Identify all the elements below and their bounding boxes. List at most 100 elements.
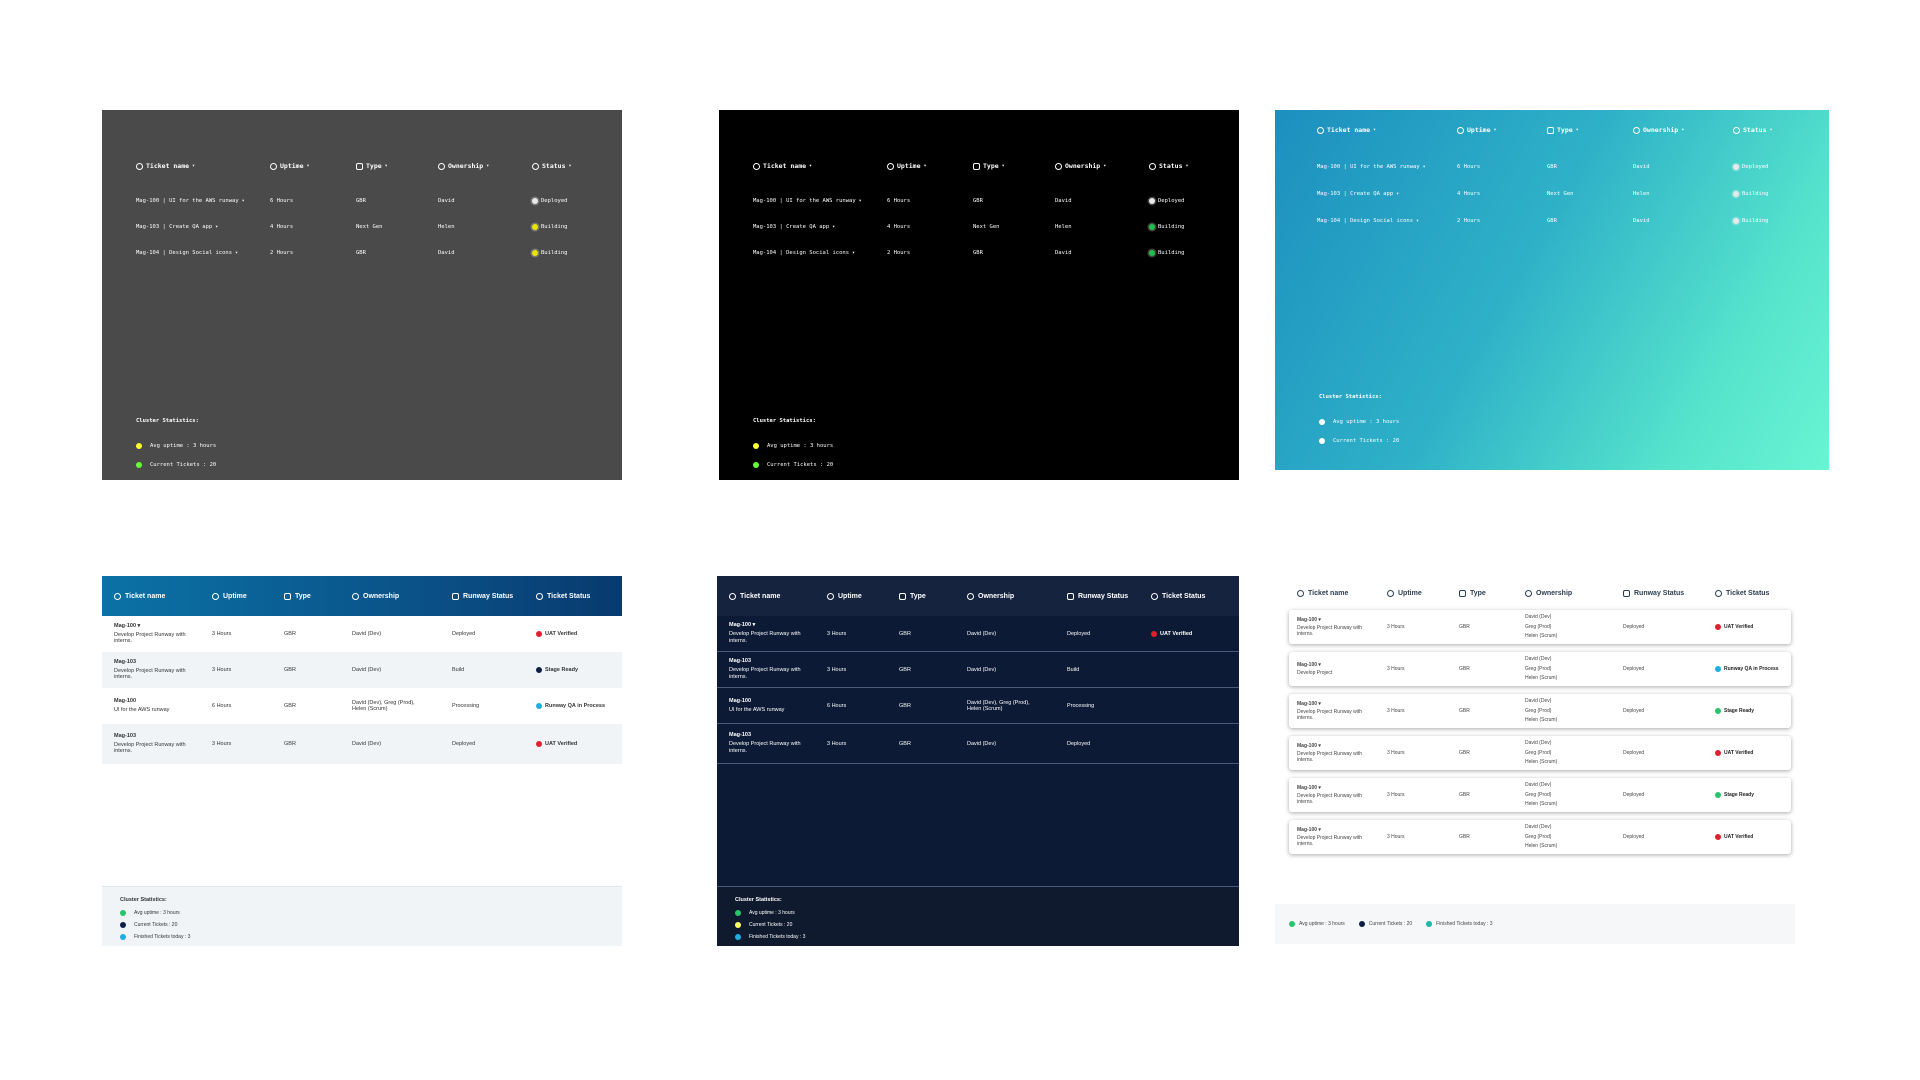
chevron-down-icon[interactable]: ▾ [241,198,245,204]
header-status[interactable]: Status ▾ [532,162,572,170]
table-row[interactable]: Mag-100 | UI for the AWS runway ▾ 6 Hours… [1275,164,1829,178]
table-row[interactable]: Mag-100 | UI for the AWS runway ▾ 6 Hours… [719,198,1239,212]
chevron-down-icon[interactable]: ▾ [235,250,239,256]
header-ticket-name[interactable]: Ticket name [114,576,165,616]
ticket-name-cell[interactable]: Mag-100 ▾ Develop Project Runway with int… [1297,616,1363,638]
chevron-down-icon[interactable]: ▾ [215,224,219,230]
header-ownership[interactable]: Ownership [352,576,399,616]
header-runway-status[interactable]: Runway Status [1067,576,1128,616]
header-status[interactable]: Status ▾ [1149,162,1189,170]
owner-cell: David (Dev) Greg (Prod) Helen (Scrum) [1525,656,1558,682]
type-cell: GBR [1459,834,1470,840]
ticket-name-cell[interactable]: Mag-100 | UI for the AWS runway ▾ [1317,164,1426,170]
ticket-card[interactable]: Mag-100 ▾ Develop Project Runway with int… [1289,778,1791,812]
table-row[interactable]: Mag-103 | Create QA app ▾ 4 Hours Next Ge… [1275,191,1829,205]
header-type[interactable]: Type ▾ [356,162,388,170]
ticket-card[interactable]: Mag-100 ▾ Develop Project 3 Hours GBR Dav… [1289,652,1791,686]
ticket-card[interactable]: Mag-100 ▾ Develop Project Runway with int… [1289,736,1791,770]
header-ownership[interactable]: Ownership [967,576,1014,616]
header-uptime[interactable]: Uptime ▾ [1457,126,1497,134]
chevron-down-icon[interactable]: ▾ [1318,700,1321,707]
chevron-down-icon[interactable]: ▾ [832,224,836,230]
table-row[interactable]: Mag-103 | Create QA app ▾ 4 Hours Next Ge… [719,224,1239,238]
chevron-down-icon[interactable]: ▾ [1422,164,1426,170]
chevron-down-icon[interactable]: ▾ [752,622,756,629]
header-ownership[interactable]: Ownership [1525,576,1572,610]
header-ticket-name[interactable]: Ticket name ▾ [136,162,195,170]
chevron-down-icon[interactable]: ▾ [1318,616,1321,623]
header-type[interactable]: Type ▾ [973,162,1005,170]
ticket-name-cell[interactable]: Mag-103 | Create QA app ▾ [1317,191,1400,197]
header-type[interactable]: Type [284,576,311,616]
ticket-card[interactable]: Mag-100 ▾ Develop Project Runway with int… [1289,820,1791,854]
table-row[interactable]: Mag-104 | Design Social icons ▾ 2 Hours G… [1275,218,1829,232]
header-uptime[interactable]: Uptime ▾ [887,162,927,170]
chevron-down-icon: ▾ [1103,163,1107,169]
header-ticket-name[interactable]: Ticket name [1297,576,1348,610]
ticket-name-cell[interactable]: Mag-100 ▾ Develop Project Runway with int… [114,622,186,645]
header-type[interactable]: Type [899,576,926,616]
table-row[interactable]: Mag-103 Develop Project Runway with inter… [717,652,1239,688]
ticket-card[interactable]: Mag-100 ▾ Develop Project Runway with int… [1289,610,1791,644]
table-row[interactable]: Mag-100 UI for the AWS runway 6 Hours GBR… [102,688,622,724]
chevron-down-icon[interactable]: ▾ [1416,218,1420,224]
ticket-name-cell[interactable]: Mag-100 ▾ Develop Project Runway with int… [1297,826,1363,848]
header-type[interactable]: Type [1459,576,1486,610]
ticket-name-cell[interactable]: Mag-104 | Design Social icons ▾ [136,250,239,256]
table-row[interactable]: Mag-100 UI for the AWS runway 6 Hours GBR… [717,688,1239,724]
header-uptime[interactable]: Uptime ▾ [270,162,310,170]
ticket-name-cell[interactable]: Mag-100 | UI for the AWS runway ▾ [136,198,245,204]
header-uptime[interactable]: Uptime [1387,576,1422,610]
chevron-down-icon[interactable]: ▾ [852,250,856,256]
chevron-down-icon[interactable]: ▾ [858,198,862,204]
header-type[interactable]: Type ▾ [1547,126,1579,134]
ticket-name-cell[interactable]: Mag-104 | Design Social icons ▾ [1317,218,1420,224]
table-row[interactable]: Mag-103 Develop Project Runway with inter… [102,652,622,688]
table-row[interactable]: Mag-100 ▾ Develop Project Runway with int… [717,616,1239,652]
header-ownership[interactable]: Ownership ▾ [1055,162,1106,170]
user-icon [967,592,974,600]
ticket-name-cell[interactable]: Mag-103 Develop Project Runway with inter… [729,732,801,754]
ticket-card[interactable]: Mag-100 ▾ Develop Project Runway with int… [1289,694,1791,728]
chevron-down-icon[interactable]: ▾ [1318,742,1321,749]
ticket-name-cell[interactable]: Mag-100 ▾ Develop Project Runway with int… [1297,742,1363,764]
table-row[interactable]: Mag-100 ▾ Develop Project Runway with int… [102,616,622,652]
header-ticket-name[interactable]: Ticket name ▾ [1317,126,1376,134]
table-row[interactable]: Mag-104 | Design Social icons ▾ 2 Hours G… [719,250,1239,264]
table-row[interactable]: Mag-100 | UI for the AWS runway ▾ 6 Hours… [102,198,622,212]
ticket-name-cell[interactable]: Mag-100 ▾ Develop Project Runway with int… [1297,784,1363,806]
header-ticket-name[interactable]: Ticket name ▾ [753,162,812,170]
chevron-down-icon[interactable]: ▾ [1318,826,1321,833]
ticket-name-cell[interactable]: Mag-100 ▾ Develop Project Runway with int… [1297,700,1363,722]
table-row[interactable]: Mag-103 | Create QA app ▾ 4 Hours Next Ge… [102,224,622,238]
header-uptime[interactable]: Uptime [212,576,247,616]
ticket-name-cell[interactable]: Mag-100 | UI for the AWS runway ▾ [753,198,862,204]
ticket-name-cell[interactable]: Mag-103 Develop Project Runway with inter… [729,658,801,680]
ticket-name-cell[interactable]: Mag-100 UI for the AWS runway [114,698,170,713]
chevron-down-icon[interactable]: ▾ [137,622,141,629]
ticket-name-cell[interactable]: Mag-103 Develop Project Runway with inter… [114,658,186,681]
ticket-name-cell[interactable]: Mag-100 UI for the AWS runway [729,697,785,713]
table-row[interactable]: Mag-104 | Design Social icons ▾ 2 Hours G… [102,250,622,264]
header-ticket-status[interactable]: Ticket Status [1715,576,1769,610]
ticket-name-cell[interactable]: Mag-100 ▾ Develop Project [1297,661,1333,676]
chevron-down-icon[interactable]: ▾ [1318,661,1321,668]
header-ticket-status[interactable]: Ticket Status [1151,576,1205,616]
header-ticket-status[interactable]: Ticket Status [536,576,590,616]
header-ownership[interactable]: Ownership ▾ [438,162,489,170]
ticket-name-cell[interactable]: Mag-103 Develop Project Runway with inter… [114,732,186,755]
ticket-name-cell[interactable]: Mag-103 | Create QA app ▾ [136,224,219,230]
table-row[interactable]: Mag-103 Develop Project Runway with inter… [717,724,1239,764]
header-runway-status[interactable]: Runway Status [452,576,513,616]
header-runway-status[interactable]: Runway Status [1623,576,1684,610]
ticket-name-cell[interactable]: Mag-103 | Create QA app ▾ [753,224,836,230]
header-ownership[interactable]: Ownership ▾ [1633,126,1684,134]
ticket-name-cell[interactable]: Mag-104 | Design Social icons ▾ [753,250,856,256]
chevron-down-icon[interactable]: ▾ [1396,191,1400,197]
ticket-name-cell[interactable]: Mag-100 ▾ Develop Project Runway with int… [729,622,801,644]
header-status[interactable]: Status ▾ [1733,126,1773,134]
header-uptime[interactable]: Uptime [827,576,862,616]
table-row[interactable]: Mag-103 Develop Project Runway with inter… [102,724,622,764]
chevron-down-icon[interactable]: ▾ [1318,784,1321,791]
header-ticket-name[interactable]: Ticket name [729,576,780,616]
